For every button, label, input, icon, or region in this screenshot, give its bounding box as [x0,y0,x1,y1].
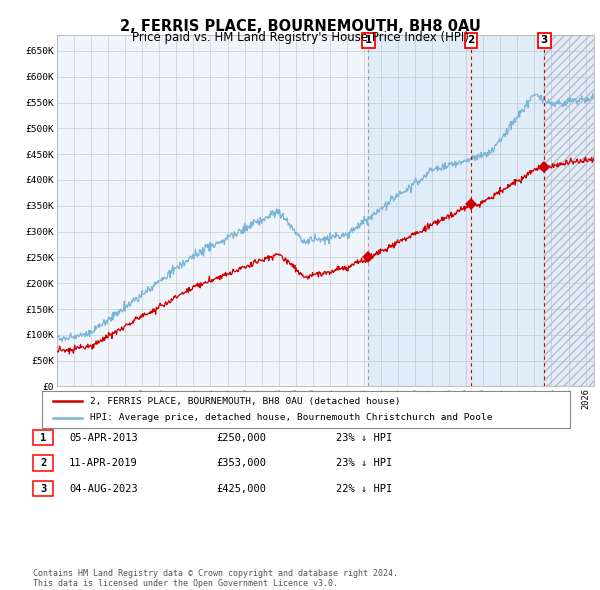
Text: £353,000: £353,000 [216,458,266,468]
Text: 1: 1 [365,35,372,45]
Text: 2, FERRIS PLACE, BOURNEMOUTH, BH8 0AU: 2, FERRIS PLACE, BOURNEMOUTH, BH8 0AU [119,19,481,34]
Text: 22% ↓ HPI: 22% ↓ HPI [336,484,392,493]
Text: Contains HM Land Registry data © Crown copyright and database right 2024.
This d: Contains HM Land Registry data © Crown c… [33,569,398,588]
Text: 23% ↓ HPI: 23% ↓ HPI [336,433,392,442]
Text: 1: 1 [40,433,46,442]
Text: £250,000: £250,000 [216,433,266,442]
Text: Price paid vs. HM Land Registry's House Price Index (HPI): Price paid vs. HM Land Registry's House … [131,31,469,44]
Text: 2, FERRIS PLACE, BOURNEMOUTH, BH8 0AU (detached house): 2, FERRIS PLACE, BOURNEMOUTH, BH8 0AU (d… [89,396,400,405]
Text: HPI: Average price, detached house, Bournemouth Christchurch and Poole: HPI: Average price, detached house, Bour… [89,414,492,422]
Text: 3: 3 [541,35,548,45]
Text: 05-APR-2013: 05-APR-2013 [69,433,138,442]
Text: 2: 2 [467,35,475,45]
Text: 11-APR-2019: 11-APR-2019 [69,458,138,468]
Text: 2: 2 [40,458,46,468]
Text: 23% ↓ HPI: 23% ↓ HPI [336,458,392,468]
Text: 3: 3 [40,484,46,493]
Text: 04-AUG-2023: 04-AUG-2023 [69,484,138,493]
Text: £425,000: £425,000 [216,484,266,493]
Bar [368,35,594,386]
